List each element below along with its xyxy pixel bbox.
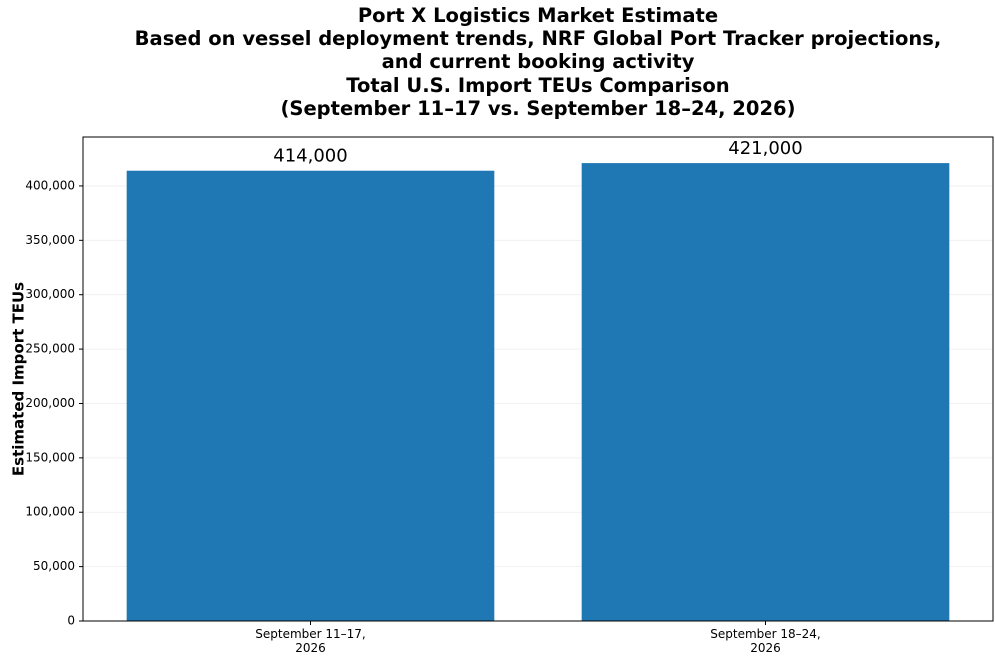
plot-frame xyxy=(82,136,994,622)
chart-title: Port X Logistics Market Estimate Based o… xyxy=(134,4,942,120)
y-tick-label: 50,000 xyxy=(33,559,75,573)
bar xyxy=(581,163,950,621)
y-tick-label: 300,000 xyxy=(25,287,75,301)
y-axis-label: Estimated Import TEUs xyxy=(10,282,28,476)
y-tick-label: 100,000 xyxy=(25,505,75,519)
value-label: 414,000 xyxy=(273,146,347,167)
value-label: 421,000 xyxy=(728,138,802,159)
y-tick-label: 0 xyxy=(67,614,75,628)
x-tick-label: September 18–24, 2026 xyxy=(710,627,821,655)
x-tick-label: September 11–17, 2026 xyxy=(255,627,366,655)
y-tick-label: 150,000 xyxy=(25,450,75,464)
y-tick-label: 400,000 xyxy=(25,178,75,192)
y-tick-label: 200,000 xyxy=(25,396,75,410)
y-tick-label: 350,000 xyxy=(25,233,75,247)
y-tick-label: 250,000 xyxy=(25,342,75,356)
bar xyxy=(126,170,495,621)
